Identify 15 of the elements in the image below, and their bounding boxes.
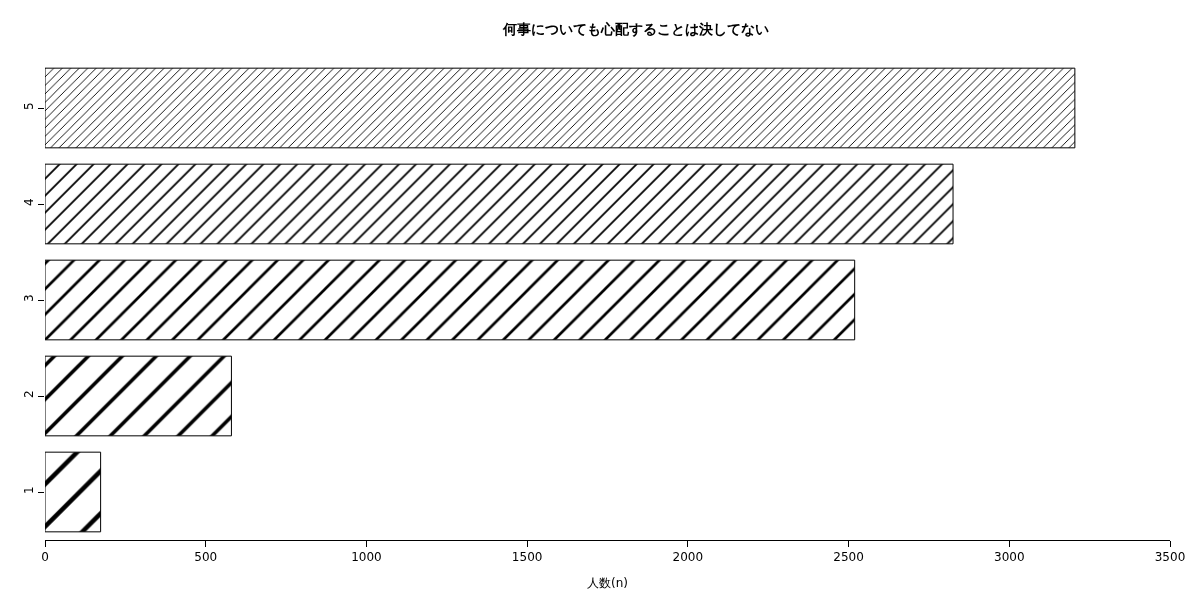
- x-tick-label: 1000: [351, 550, 382, 565]
- y-tick-label: 5: [22, 102, 37, 111]
- x-tick-label: 2000: [672, 550, 704, 565]
- x-tick-label: 0: [41, 550, 49, 565]
- x-tick-label: 500: [194, 550, 218, 565]
- y-tick-label: 2: [22, 390, 37, 399]
- x-tick-label: 3500: [1154, 550, 1186, 565]
- chart-title: 何事についても心配することは決してない: [502, 20, 769, 37]
- y-tick-label: 3: [22, 294, 37, 303]
- y-tick-label: 1: [22, 486, 37, 495]
- x-tick-label: 2500: [833, 550, 864, 565]
- x-tick-label: 3000: [994, 550, 1025, 565]
- x-tick-label: 1500: [511, 550, 543, 565]
- y-tick-label: 4: [22, 198, 37, 207]
- x-axis-title: 人数(n): [587, 576, 628, 591]
